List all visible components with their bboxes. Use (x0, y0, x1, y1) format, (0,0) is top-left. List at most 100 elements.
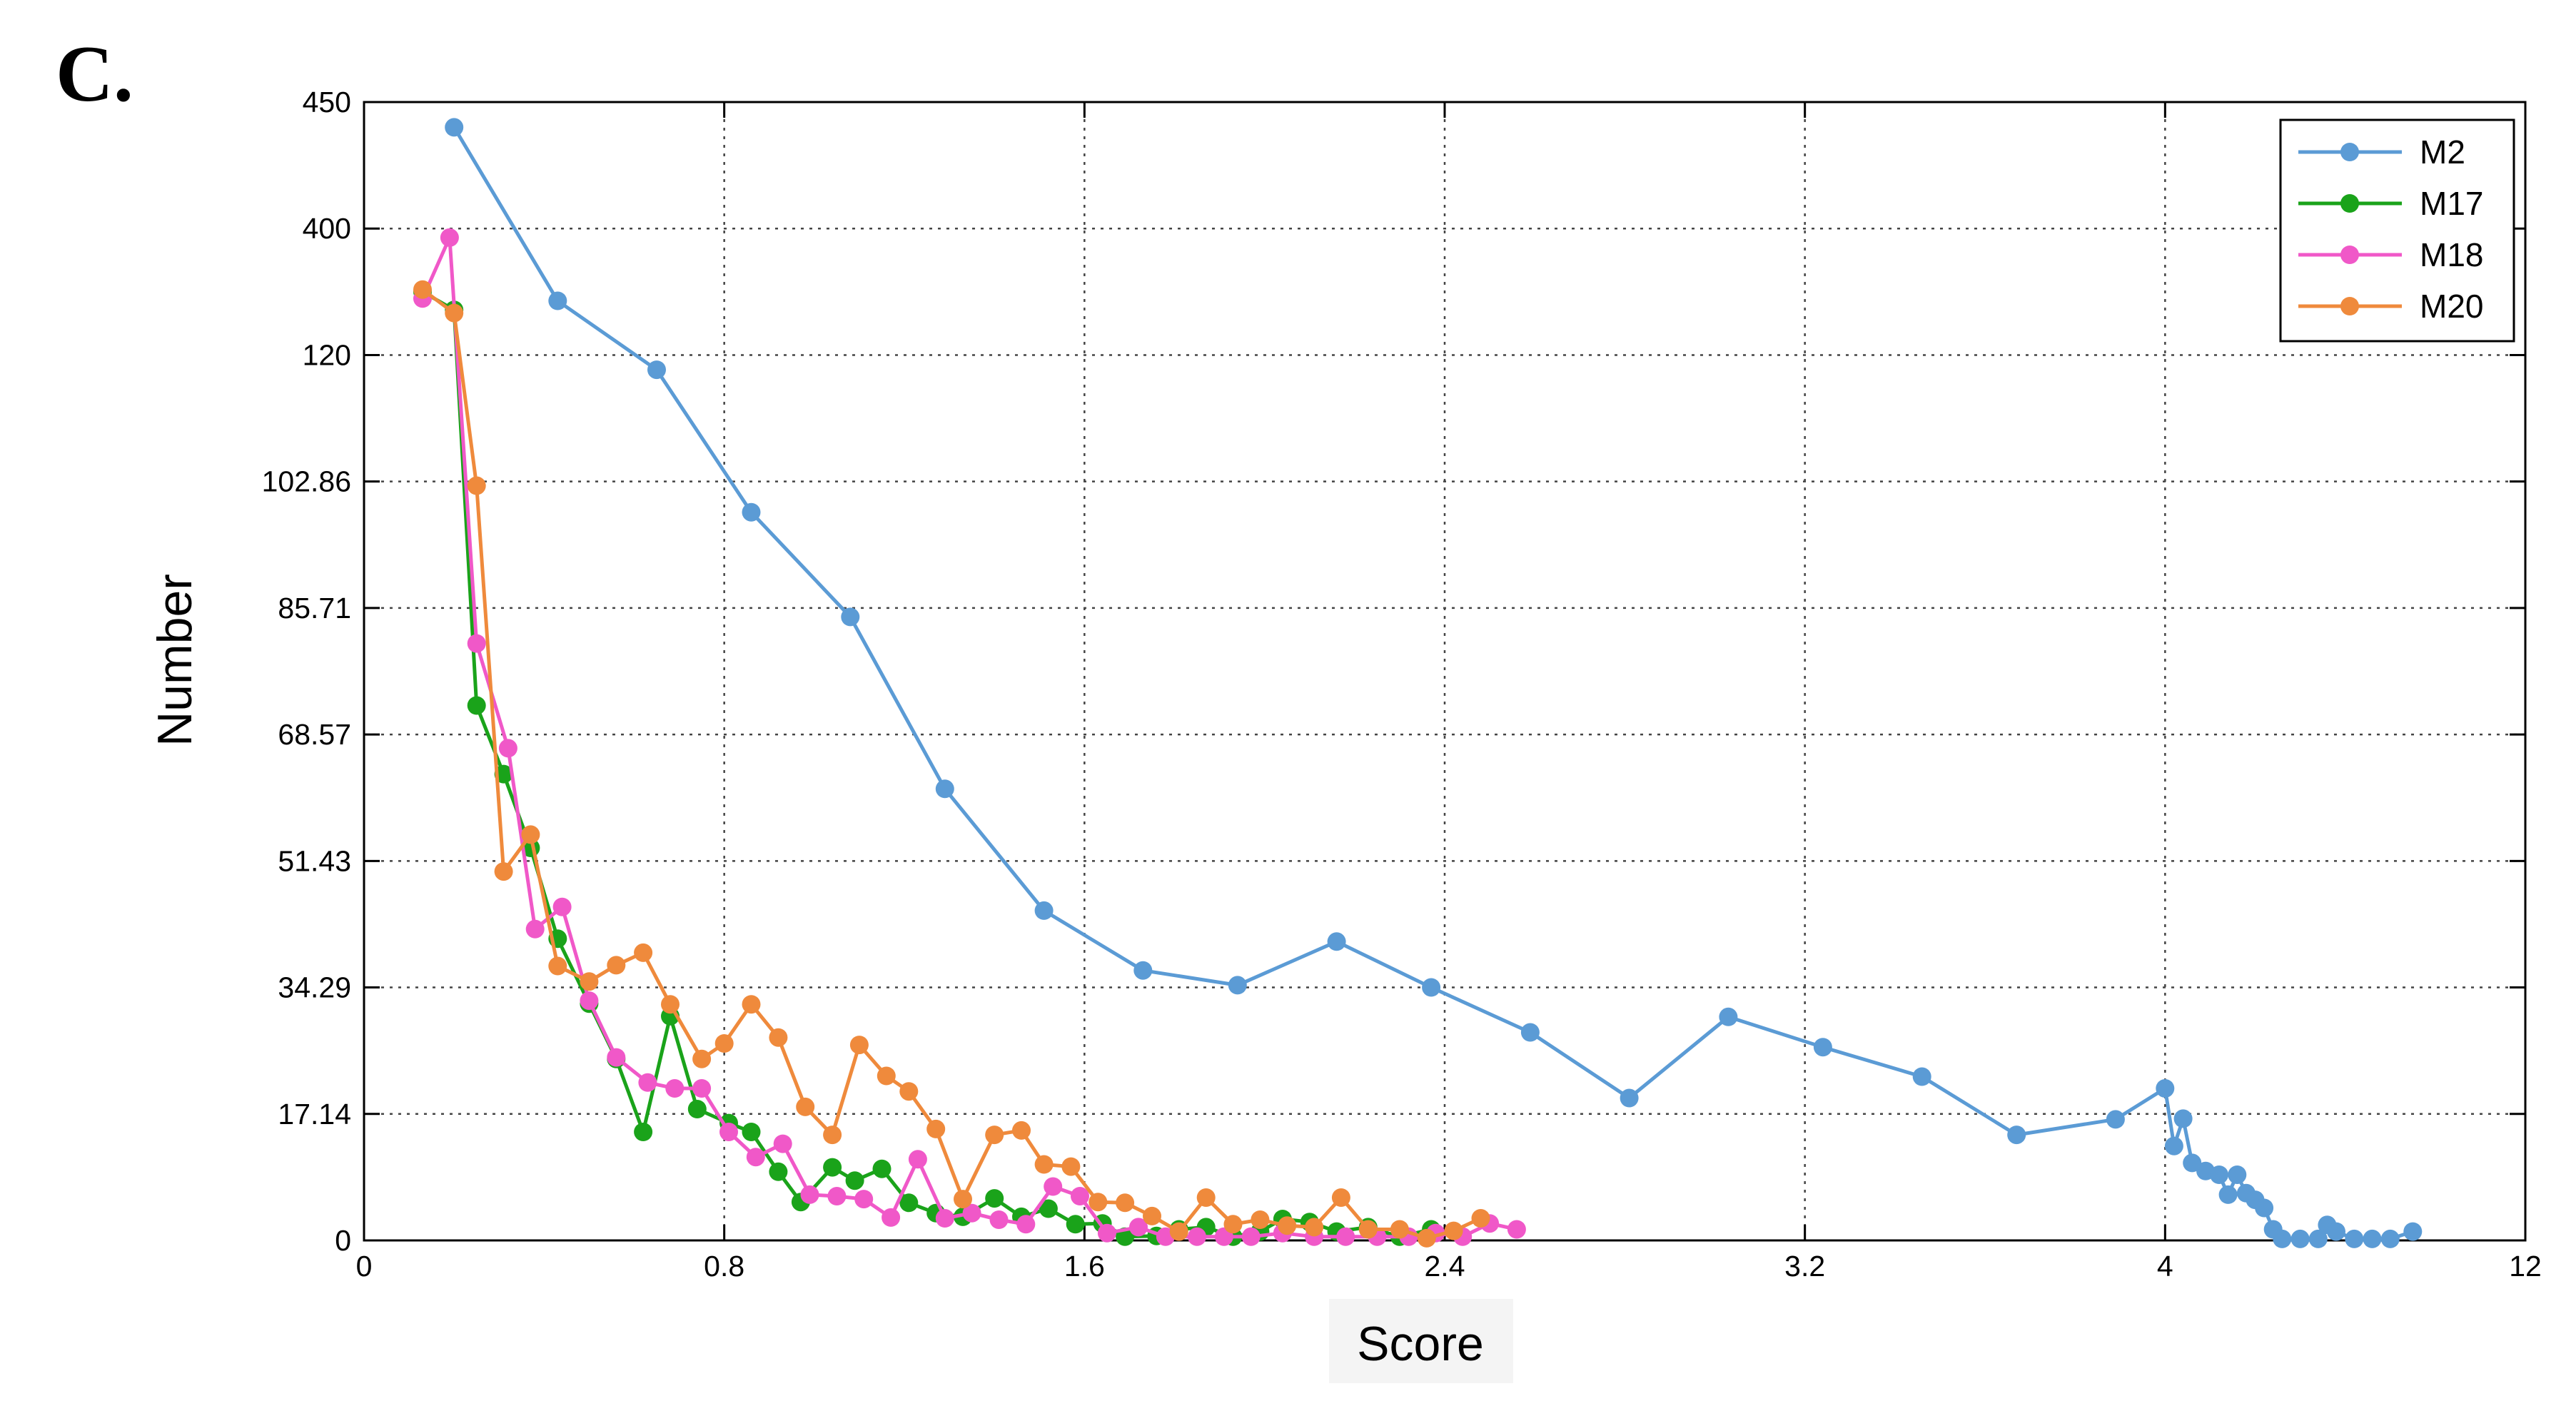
data-point (665, 1079, 685, 1098)
data-point (1016, 1215, 1036, 1234)
data-point (440, 228, 459, 247)
data-point (1143, 1206, 1161, 1225)
data-point (872, 1159, 892, 1178)
data-point (634, 943, 653, 962)
data-point (2380, 1229, 2400, 1248)
data-point (2183, 1153, 2202, 1173)
data-point (882, 1208, 901, 1227)
data-point (1097, 1223, 1116, 1243)
data-point (1196, 1188, 1216, 1207)
data-point (1061, 1157, 1081, 1176)
data-point (935, 1209, 954, 1228)
x-axis-title-background (1329, 1299, 1513, 1383)
data-point (687, 1100, 707, 1118)
legend-item-m20: M20 (2298, 288, 2483, 325)
data-point (445, 303, 464, 323)
data-point (742, 1123, 761, 1141)
data-point (1034, 1155, 1054, 1174)
data-point (1444, 1221, 1463, 1240)
y-axis: 0 17.14 34.29 51.43 68.57 85.71 102.86 120 400 45… (262, 86, 2525, 1257)
data-point (1520, 1023, 1540, 1042)
data-point (1620, 1088, 1639, 1108)
data-point (1336, 1227, 1355, 1246)
data-point (1719, 1007, 1738, 1026)
data-point (1507, 1220, 1526, 1239)
data-point (1169, 1222, 1188, 1241)
data-point (2345, 1229, 2364, 1248)
grid (364, 102, 2525, 1240)
data-point (580, 991, 599, 1011)
data-point (1071, 1187, 1089, 1205)
data-point (1327, 932, 1346, 951)
data-point (2218, 1185, 2238, 1204)
legend-swatch-marker (2340, 143, 2359, 161)
data-point (935, 779, 954, 799)
data-point (638, 1073, 657, 1092)
y-tick-label: 102.86 (262, 465, 351, 498)
series-m2 (445, 118, 2423, 1248)
data-point (926, 1119, 946, 1138)
data-point (954, 1190, 972, 1209)
data-point (773, 1134, 792, 1153)
data-point (899, 1082, 919, 1101)
legend-label: M2 (2420, 133, 2465, 171)
legend-swatch-marker (2340, 297, 2359, 315)
data-point (494, 862, 513, 881)
data-point (1039, 1199, 1058, 1218)
legend-label: M20 (2420, 288, 2483, 325)
data-point (742, 502, 761, 522)
data-point (841, 607, 860, 627)
legend-label: M18 (2420, 236, 2483, 273)
data-point (661, 995, 680, 1014)
data-point (877, 1066, 896, 1086)
data-point (634, 1123, 653, 1141)
data-point (845, 1171, 864, 1190)
legend-box (2279, 118, 2515, 343)
data-point (2403, 1222, 2423, 1241)
data-point (849, 1036, 869, 1055)
data-point (823, 1126, 842, 1145)
x-axis-title: Score (1357, 1317, 1484, 1371)
data-point (580, 972, 599, 991)
data-point (1358, 1220, 1378, 1239)
data-point (2164, 1136, 2183, 1155)
legend-swatch-marker (2340, 246, 2359, 264)
data-point (2106, 1110, 2125, 1129)
legend-item-m18: M18 (2298, 236, 2483, 273)
data-point (467, 476, 486, 495)
data-point (2327, 1222, 2345, 1241)
data-point (552, 897, 572, 916)
data-point (800, 1185, 819, 1204)
legend-swatch-marker (2340, 194, 2359, 213)
data-point (525, 919, 545, 939)
y-tick-label: 34.29 (278, 971, 351, 1004)
panel-label: C. (56, 30, 133, 118)
data-point (742, 995, 761, 1014)
data-point (714, 1034, 734, 1053)
data-point (962, 1203, 981, 1223)
x-tick-label: 3.2 (1784, 1250, 1825, 1283)
data-point (985, 1126, 1004, 1145)
data-point (1116, 1193, 1135, 1213)
y-tick-label: 68.57 (278, 718, 351, 751)
data-point (989, 1210, 1009, 1229)
data-point (647, 360, 666, 380)
data-point (1012, 1121, 1031, 1140)
series-m20 (413, 280, 1490, 1248)
data-point (2363, 1229, 2382, 1248)
data-point (719, 1123, 738, 1141)
y-tick-label: 400 (303, 212, 351, 245)
data-point (498, 739, 517, 758)
y-tick-label: 450 (303, 86, 351, 118)
data-point (2156, 1079, 2175, 1098)
data-point (1331, 1188, 1350, 1207)
data-point (1089, 1193, 1108, 1212)
data-point (1188, 1227, 1206, 1246)
data-point (692, 1079, 712, 1098)
data-point (607, 1048, 626, 1067)
y-tick-label: 120 (303, 338, 351, 371)
series-layer (413, 118, 2423, 1248)
data-point (1813, 1038, 1832, 1057)
data-point (854, 1190, 874, 1209)
data-point (2228, 1165, 2247, 1184)
